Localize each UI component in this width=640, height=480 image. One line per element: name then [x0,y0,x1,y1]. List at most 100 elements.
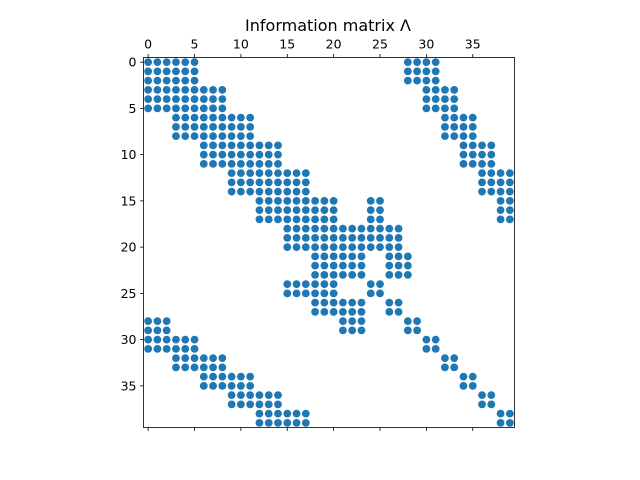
matrix-entry-point [153,85,162,94]
matrix-entry-point [255,206,264,215]
matrix-entry-point [246,187,255,196]
matrix-entry-point [162,326,171,335]
matrix-entry-point [283,418,292,427]
matrix-entry-point [505,178,514,187]
matrix-entry-point [162,76,171,85]
matrix-entry-point [264,169,273,178]
matrix-entry-point [376,196,384,205]
matrix-entry-point [172,76,180,85]
matrix-entry-point [292,243,301,252]
matrix-entry-point [478,159,486,168]
matrix-entry-point [236,132,245,141]
matrix-entry-point [441,122,449,131]
matrix-entry-point [450,354,459,363]
matrix-entry-point [227,391,236,400]
matrix-entry-point [264,409,273,418]
matrix-entry-point [329,224,338,233]
matrix-entry-point [422,85,431,94]
matrix-entry-point [190,104,199,113]
matrix-entry-point [236,372,245,381]
matrix-entry-point [283,289,292,298]
matrix-entry-point [227,141,236,150]
matrix-entry-point [431,85,440,94]
matrix-entry-point [348,243,357,252]
matrix-entry-point [311,261,319,270]
matrix-entry-point [144,67,153,76]
matrix-entry-point [301,215,310,224]
matrix-entry-point [487,400,496,409]
matrix-entry-point [348,252,357,261]
matrix-entry-point [292,224,301,233]
matrix-entry-point [357,243,366,252]
matrix-entry-point [385,270,394,279]
matrix-entry-point [274,400,282,409]
matrix-entry-point [209,95,217,104]
matrix-entry-point [246,113,255,122]
matrix-entry-point [274,169,282,178]
y-tick-label: 20 [121,240,137,255]
matrix-entry-point [301,289,310,298]
x-tick-label: 20 [326,37,342,52]
matrix-entry-point [246,132,255,141]
matrix-entry-point [422,104,431,113]
matrix-entry-point [274,187,282,196]
matrix-entry-point [394,298,403,307]
matrix-entry-point [320,280,329,289]
matrix-entry-point [209,104,217,113]
matrix-entry-point [468,381,477,390]
matrix-entry-point [255,169,264,178]
matrix-entry-point [264,400,273,409]
matrix-entry-point [255,187,264,196]
x-tick-label: 5 [191,37,199,52]
matrix-entry-point [301,206,310,215]
matrix-entry-point [199,363,208,372]
matrix-entry-point [255,159,264,168]
matrix-entry-point [459,159,468,168]
matrix-entry-point [255,215,264,224]
matrix-entry-point [339,243,347,252]
matrix-entry-point [283,178,292,187]
matrix-entry-point [441,104,449,113]
matrix-entry-point [209,354,217,363]
matrix-entry-point [441,95,449,104]
matrix-entry-point [366,224,375,233]
x-tick-label: 10 [233,37,249,52]
matrix-entry-point [320,252,329,261]
matrix-entry-point [153,95,162,104]
matrix-entry-point [255,418,264,427]
matrix-entry-point [190,335,199,344]
matrix-entry-point [283,409,292,418]
matrix-entry-point [339,270,347,279]
matrix-entry-point [274,178,282,187]
matrix-entry-point [190,76,199,85]
matrix-entry-point [227,381,236,390]
matrix-entry-point [236,169,245,178]
matrix-entry-point [301,418,310,427]
matrix-entry-point [218,132,227,141]
matrix-entry-point [403,252,412,261]
y-tick-label: 0 [129,55,137,70]
matrix-entry-point [394,224,403,233]
matrix-entry-point [172,85,180,94]
matrix-entry-point [292,418,301,427]
matrix-entry-point [413,326,422,335]
matrix-entry-point [218,372,227,381]
matrix-entry-point [144,95,153,104]
matrix-entry-point [218,141,227,150]
matrix-entry-point [255,400,264,409]
matrix-entry-point [496,196,505,205]
matrix-entry-point [478,187,486,196]
y-tick-label: 15 [121,193,137,208]
x-tick-label: 0 [144,37,152,52]
matrix-entry-point [320,215,329,224]
matrix-entry-point [431,104,440,113]
matrix-entry-point [209,159,217,168]
matrix-entry-point [209,381,217,390]
matrix-entry-point [255,196,264,205]
matrix-entry-point [394,243,403,252]
matrix-entry-point [199,85,208,94]
matrix-entry-point [274,141,282,150]
matrix-entry-point [283,169,292,178]
matrix-entry-point [274,196,282,205]
